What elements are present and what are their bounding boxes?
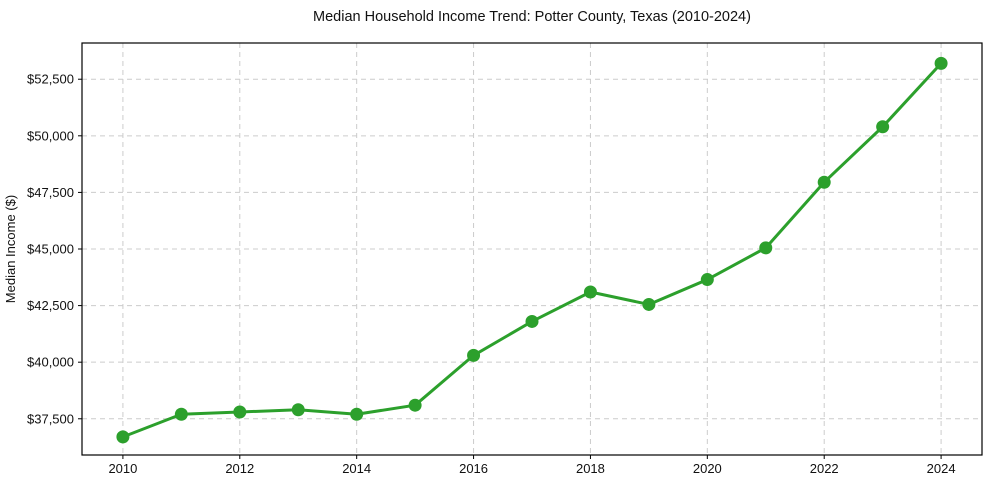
y-tick-label: $50,000 [27, 128, 74, 143]
x-tick-label: 2024 [927, 461, 956, 476]
income-trend-line [121, 61, 943, 439]
x-tick-label: 2016 [459, 461, 488, 476]
data-point-2021 [759, 241, 773, 255]
data-point-2017 [525, 314, 539, 328]
data-point-2024 [934, 56, 948, 70]
y-axis-label: Median Income ($) [3, 195, 18, 303]
data-point-2020 [700, 273, 714, 287]
data-point-2015 [408, 398, 422, 412]
chart-title: Median Household Income Trend: Potter Co… [313, 9, 751, 25]
x-tick-label: 2012 [225, 461, 254, 476]
y-tick-label: $37,500 [27, 411, 74, 426]
x-tick-label: 2010 [108, 461, 137, 476]
y-tick-label: $42,500 [27, 298, 74, 313]
data-point-2014 [350, 407, 364, 421]
y-tick-label: $47,500 [27, 185, 74, 200]
data-point-2016 [467, 348, 481, 362]
y-tick-label: $40,000 [27, 355, 74, 370]
data-point-2012 [233, 405, 247, 419]
x-tick-label: 2020 [693, 461, 722, 476]
x-tick-label: 2022 [810, 461, 839, 476]
data-point-2022 [817, 175, 831, 189]
data-point-2019 [642, 297, 656, 311]
y-tick-label: $52,500 [27, 72, 74, 87]
data-point-2023 [876, 120, 890, 134]
y-tick-label: $45,000 [27, 242, 74, 257]
data-point-2013 [291, 403, 305, 417]
data-point-2018 [583, 285, 597, 299]
x-tick-label: 2018 [576, 461, 605, 476]
data-point-2010 [116, 430, 130, 444]
x-tick-label: 2014 [342, 461, 371, 476]
data-point-2011 [174, 407, 188, 421]
